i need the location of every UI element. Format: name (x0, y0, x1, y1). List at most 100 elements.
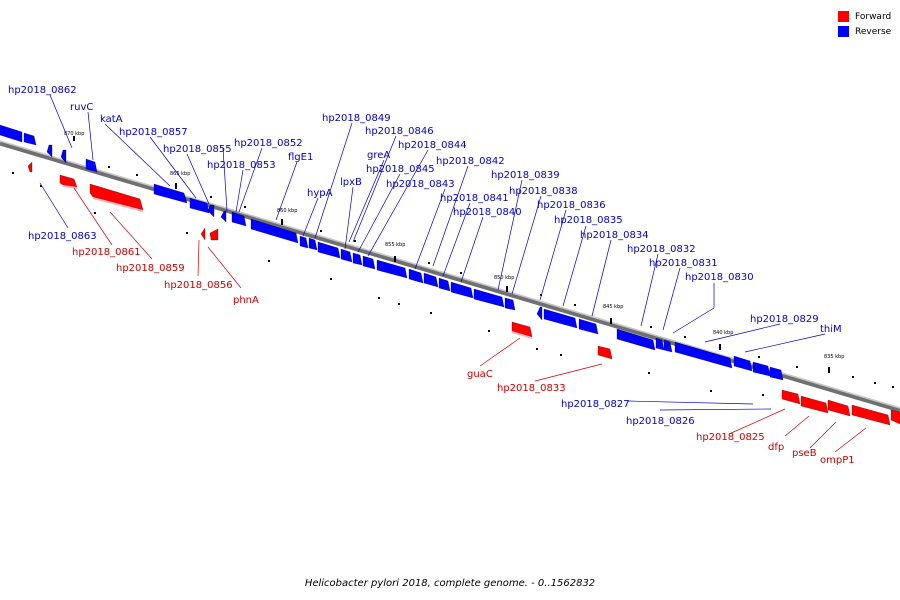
gene-reverse (674, 341, 733, 369)
gene-label: guaC (467, 369, 493, 380)
gene-label: hp2018_0857 (119, 127, 188, 138)
gene-reverse (340, 248, 353, 263)
gene-reverse (616, 328, 656, 351)
gene-forward (890, 409, 900, 425)
gene-reverse (189, 197, 210, 214)
gene-label: hp2018_0853 (207, 160, 276, 171)
gene-reverse (23, 132, 37, 146)
gene-label: dfp (768, 442, 784, 453)
gene-label: hp2018_0834 (580, 230, 649, 241)
scale-label-835: 835 kbp (824, 354, 844, 360)
gene-reverse (769, 366, 784, 381)
gene-label: hp2018_0862 (8, 85, 77, 96)
gene-forward (827, 399, 851, 417)
scale-label-860: 860 kbp (277, 208, 297, 214)
gene-label: katA (100, 114, 123, 125)
gene-label: hp2018_0826 (626, 416, 695, 427)
gene-reverse (543, 308, 578, 329)
gene-label: hp2018_0843 (386, 179, 455, 190)
reverse-connectors (39, 94, 826, 411)
legend-reverse-label: Reverse (855, 26, 892, 37)
gene-reverse (663, 339, 673, 353)
gene-label: hp2018_0838 (509, 186, 578, 197)
gene-label: hp2018_0831 (649, 258, 718, 269)
gene-reverse (536, 306, 543, 321)
gene-forward (781, 389, 801, 405)
gene-forward (851, 404, 891, 426)
gene-reverse (504, 297, 516, 311)
gene-label: hypA (307, 188, 333, 199)
gene-label: flgE1 (288, 152, 313, 163)
gene-reverse (299, 235, 309, 249)
gene-label: hp2018_0844 (398, 140, 467, 151)
gene-label: hp2018_0829 (750, 314, 819, 325)
gene-label: phnA (233, 295, 259, 306)
gene-reverse (85, 158, 98, 173)
reverse-swatch (838, 26, 849, 37)
legend: Forward Reverse (838, 9, 891, 39)
gene-label: hp2018_0830 (685, 272, 754, 283)
gene-forward (200, 227, 206, 241)
gene-label: hp2018_0842 (436, 156, 505, 167)
gene-reverse (250, 218, 299, 244)
gene-label: hp2018_0840 (453, 207, 522, 218)
gene-reverse (423, 272, 439, 288)
gene-reverse (0, 124, 23, 143)
reverse-labels: hp2018_0862 ruvC katA hp2018_0857 hp2018… (8, 85, 842, 427)
gene-forward (27, 161, 33, 173)
gene-label: hp2018_0855 (163, 144, 232, 155)
legend-forward-label: Forward (855, 11, 892, 22)
gene-label: hp2018_0832 (627, 244, 696, 255)
gene-label: hp2018_0846 (365, 126, 434, 137)
minor-ticks (12, 166, 894, 396)
scale-label-850: 850 kbp (494, 275, 514, 281)
gene-forward (800, 395, 829, 414)
scale-label-870: 870 kbp (64, 131, 84, 137)
gene-reverse (362, 255, 376, 270)
gene-label: hp2018_0856 (164, 280, 233, 291)
gene-label: pseB (792, 448, 817, 459)
gene-reverse (317, 241, 341, 259)
legend-item-forward: Forward (838, 9, 891, 24)
forward-gene-shadows (63, 185, 532, 339)
gene-label: hp2018_0863 (28, 231, 97, 242)
gene-label: greA (367, 150, 390, 161)
gene-label: hp2018_0845 (366, 164, 435, 175)
gene-forward (597, 345, 613, 360)
forward-connectors (73, 187, 867, 453)
genome-caption: Helicobacter pylori 2018, complete genom… (304, 578, 596, 589)
gene-reverse (46, 144, 53, 158)
gene-reverse (450, 281, 474, 299)
gene-reverse (438, 277, 451, 292)
gene-reverse (207, 204, 215, 218)
scale-label-845: 845 kbp (603, 304, 623, 310)
gene-label: hp2018_0833 (497, 383, 566, 394)
gene-reverse (60, 149, 67, 164)
forward-swatch (838, 11, 849, 22)
gene-label: hp2018_0861 (72, 247, 141, 258)
gene-label: ompP1 (820, 455, 855, 466)
gene-reverse (473, 288, 505, 308)
gene-label: hp2018_0839 (491, 170, 560, 181)
gene-label: hp2018_0827 (561, 399, 630, 410)
reverse-genes (0, 124, 784, 381)
gene-forward (89, 183, 144, 211)
gene-reverse (231, 211, 247, 227)
scale-label-840: 840 kbp (713, 330, 733, 336)
gene-reverse (578, 318, 599, 335)
gene-label: lpxB (340, 177, 362, 188)
gene-label: hp2018_0836 (537, 200, 606, 211)
gene-label: hp2018_0859 (116, 263, 185, 274)
forward-labels: hp2018_0861 hp2018_0859 hp2018_0856 phnA… (72, 247, 855, 466)
gene-label: hp2018_0825 (696, 432, 765, 443)
gene-reverse (352, 252, 363, 266)
gene-reverse (733, 355, 753, 372)
scale-label-865: 865 kbp (170, 171, 190, 177)
gene-reverse (408, 268, 424, 284)
gene-label: hp2018_0849 (322, 113, 391, 124)
gene-label: hp2018_0835 (554, 215, 623, 226)
scale-label-855: 855 kbp (385, 242, 405, 248)
gene-forward (59, 174, 78, 188)
gene-reverse (153, 183, 188, 204)
